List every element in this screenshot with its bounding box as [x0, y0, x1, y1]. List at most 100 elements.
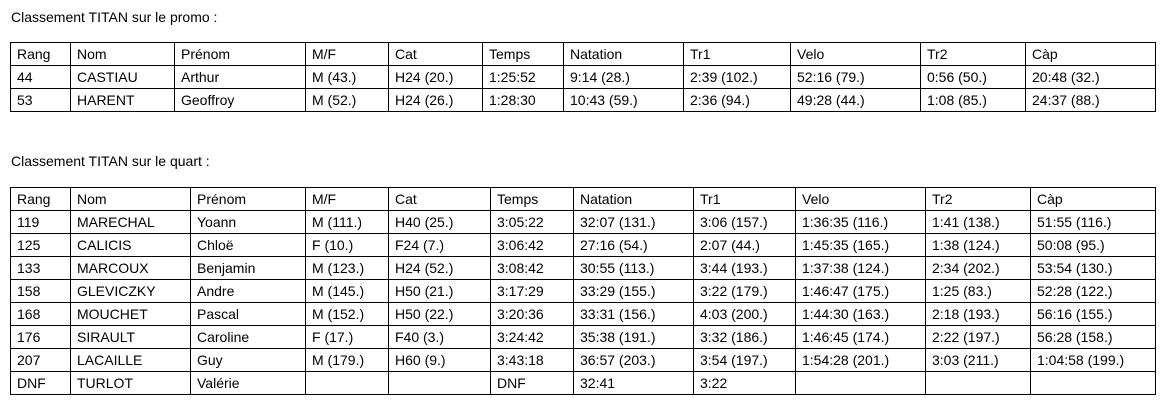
cell: 3:24:42 — [490, 325, 574, 349]
cell: 1:28:30 — [482, 88, 564, 112]
cell: 56:28 (158.) — [1030, 325, 1156, 349]
cell: H50 (22.) — [388, 302, 491, 326]
cell: 35:38 (191.) — [573, 325, 694, 349]
cell: 176 — [10, 325, 71, 349]
cell: DNF — [490, 371, 574, 395]
cell: 44 — [10, 65, 71, 89]
cell: 1:44:30 (163.) — [795, 302, 926, 326]
cell: DNF — [10, 371, 71, 395]
cell: 24:37 (88.) — [1025, 88, 1156, 112]
data-row: 168 MOUCHET Pascal M (152.) H50 (22.) 3:20:36… — [10, 302, 1156, 326]
data-row: 133 MARCOUX Benjamin M (123.) H24 (52.) 3:08:… — [10, 256, 1156, 280]
header-cell: M/F — [305, 42, 389, 66]
heading: Classement TITAN sur le promo : — [11, 9, 218, 25]
cell: F24 (7.) — [388, 233, 491, 257]
cell: 125 — [10, 233, 71, 257]
cell: TURLOT — [70, 371, 191, 395]
cell: 3:06 (157.) — [693, 210, 796, 234]
cell: 4:03 (200.) — [693, 302, 796, 326]
cell: H24 (26.) — [388, 88, 483, 112]
cell: M (43.) — [305, 65, 389, 89]
header-row: Rang Nom Prénom M/F Cat Temps Natation Tr1 Velo T… — [10, 187, 1156, 211]
cell: 1:54:28 (201.) — [795, 348, 926, 372]
cell: 1:38 (124.) — [925, 233, 1031, 257]
cell: Arthur — [174, 65, 306, 89]
cell: M (145.) — [305, 279, 389, 303]
results-table: Rang Nom Prénom M/F Cat Temps Natation Tr1 Velo T… — [10, 187, 1156, 395]
cell: M (52.) — [305, 88, 389, 112]
cell — [795, 371, 926, 395]
cell: 52:16 (79.) — [790, 65, 921, 89]
cell: M (152.) — [305, 302, 389, 326]
cell: 1:25 (83.) — [925, 279, 1031, 303]
header-cell: Tr2 — [920, 42, 1026, 66]
cell: 2:36 (94.) — [683, 88, 791, 112]
header-cell: Cat — [388, 187, 491, 211]
cell: 51:55 (116.) — [1030, 210, 1156, 234]
cell: 30:55 (113.) — [573, 256, 694, 280]
cell: CALICIS — [70, 233, 191, 257]
cell: 207 — [10, 348, 71, 372]
cell: Valérie — [190, 371, 306, 395]
data-row: 125 CALICIS Chloë F (10.) F24 (7.) 3:06:42 27:… — [10, 233, 1156, 257]
cell: Yoann — [190, 210, 306, 234]
cell: CASTIAU — [70, 65, 175, 89]
cell: 3:08:42 — [490, 256, 574, 280]
cell: M (179.) — [305, 348, 389, 372]
data-row: 119 MARECHAL Yoann M (111.) H40 (25.) 3:05:22… — [10, 210, 1156, 234]
cell: 27:16 (54.) — [573, 233, 694, 257]
cell: GLEVICZKY — [70, 279, 191, 303]
cell: 3:05:22 — [490, 210, 574, 234]
header-cell: Càp — [1030, 187, 1156, 211]
cell: H50 (21.) — [388, 279, 491, 303]
cell: 33:31 (156.) — [573, 302, 694, 326]
cell: 1:37:38 (124.) — [795, 256, 926, 280]
cell — [388, 371, 491, 395]
cell: 2:22 (197.) — [925, 325, 1031, 349]
cell: F (17.) — [305, 325, 389, 349]
cell: 133 — [10, 256, 71, 280]
cell: M (111.) — [305, 210, 389, 234]
cell: 50:08 (95.) — [1030, 233, 1156, 257]
cell: 33:29 (155.) — [573, 279, 694, 303]
cell: HARENT — [70, 88, 175, 112]
cell: 3:17:29 — [490, 279, 574, 303]
header-cell: Velo — [790, 42, 921, 66]
header-cell: Tr1 — [693, 187, 796, 211]
header-cell: Velo — [795, 187, 926, 211]
cell: MARCOUX — [70, 256, 191, 280]
cell: 3:44 (193.) — [693, 256, 796, 280]
cell — [1030, 371, 1156, 395]
header-cell: Càp — [1025, 42, 1156, 66]
cell: 168 — [10, 302, 71, 326]
cell: M (123.) — [305, 256, 389, 280]
header-cell: Nom — [70, 187, 191, 211]
cell: 158 — [10, 279, 71, 303]
data-row: 44 CASTIAU Arthur M (43.) H24 (20.) 1:25:52 9:… — [10, 65, 1156, 89]
header-cell: M/F — [305, 187, 389, 211]
cell: Pascal — [190, 302, 306, 326]
cell: 53 — [10, 88, 71, 112]
cell: 2:34 (202.) — [925, 256, 1031, 280]
cell: 1:25:52 — [482, 65, 564, 89]
cell: 56:16 (155.) — [1030, 302, 1156, 326]
cell — [925, 371, 1031, 395]
data-row: DNF TURLOT Valérie DNF 32:41 3:22 — [10, 371, 1156, 395]
cell: 36:57 (203.) — [573, 348, 694, 372]
header-cell: Temps — [482, 42, 564, 66]
cell: SIRAULT — [70, 325, 191, 349]
header-cell: Prénom — [190, 187, 306, 211]
cell: LACAILLE — [70, 348, 191, 372]
cell: 0:56 (50.) — [920, 65, 1026, 89]
cell: 9:14 (28.) — [563, 65, 684, 89]
cell: 10:43 (59.) — [563, 88, 684, 112]
cell: H24 (52.) — [388, 256, 491, 280]
cell: F (10.) — [305, 233, 389, 257]
header-cell: Prénom — [174, 42, 306, 66]
cell: 3:22 (179.) — [693, 279, 796, 303]
header-cell: Rang — [10, 42, 71, 66]
cell: 2:18 (193.) — [925, 302, 1031, 326]
cell: Caroline — [190, 325, 306, 349]
cell: 32:07 (131.) — [573, 210, 694, 234]
